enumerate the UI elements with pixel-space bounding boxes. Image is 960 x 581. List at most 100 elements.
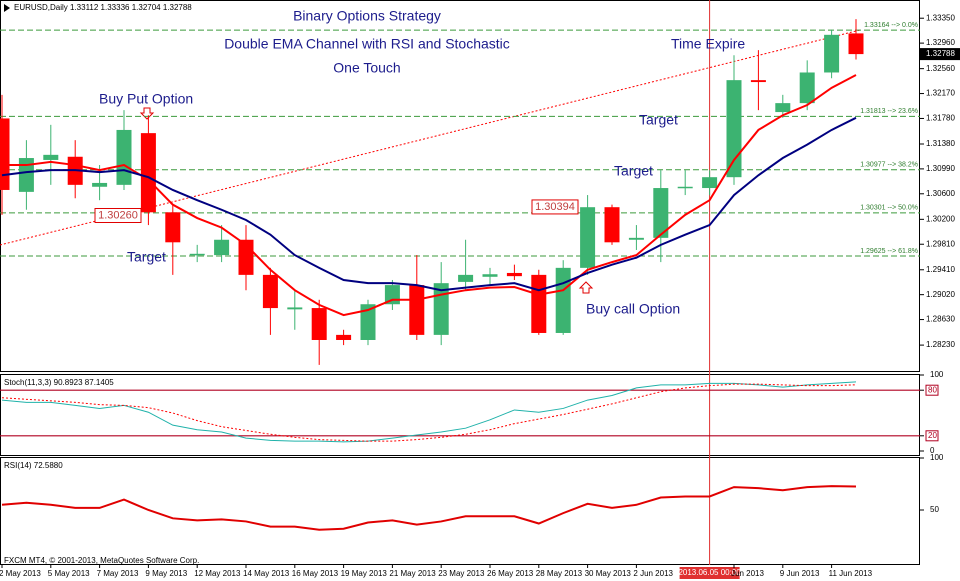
last-price-label: 1.32788 [926,49,955,58]
annotation: Buy call Option [586,301,680,317]
y-tick-label: 0 [930,446,935,455]
candle-body [824,34,840,73]
candle-body [287,307,303,310]
candle-body [750,80,766,83]
candle-body [409,285,425,335]
footer: FXCM MT4, © 2001-2013, MetaQuotes Softwa… [4,556,199,565]
x-tick-label: Jun 2013 [731,569,764,578]
candle-body [311,308,327,340]
x-tick-label: 16 May 2013 [292,569,339,578]
x-tick-label: 2 Jun 2013 [633,569,673,578]
candle-body [604,207,620,243]
y-tick-label: 20 [928,431,937,440]
y-tick-label: 1.33350 [926,13,955,22]
candle-body [580,207,596,268]
candle-body [482,274,498,277]
level-label-box [925,384,939,396]
candle-body [116,129,132,185]
stoch-panel [0,374,920,456]
price-label-box [94,207,142,223]
x-tick-label: 5 May 2013 [48,569,90,578]
candle-body [140,133,156,213]
x-tick-label: 12 May 2013 [194,569,241,578]
indicator-line [1,381,857,443]
annotation: Target [127,249,166,265]
price-label-box [531,199,579,215]
x-tick-label: 21 May 2013 [389,569,436,578]
chart-title: Binary Options Strategy [293,8,441,24]
y-tick-label: 50 [930,505,939,514]
candle-body [799,72,815,104]
y-tick-label: 1.28230 [926,340,955,349]
candle-body [531,274,547,333]
candle-body [336,334,352,340]
ema-line [1,116,857,292]
x-tick-label: 9 May 2013 [145,569,187,578]
candle-body [628,237,644,240]
y-tick-label: 1.29020 [926,290,955,299]
annotation: Target [614,163,653,179]
annotation: Time Expire [671,36,745,52]
price-label: 1.30394 [535,201,575,213]
y-tick-label: 1.32170 [926,89,955,98]
x-tick-label: 11 Jun 2013 [829,569,873,578]
y-tick-label: 1.30200 [926,214,955,223]
candle-body [262,274,278,309]
y-tick-label: 1.30990 [926,164,955,173]
chart-title: One Touch [333,60,400,76]
fib-label: 1.30301 --> 50.0% [860,205,918,212]
y-tick-label: 1.30600 [926,189,955,198]
y-tick-label: 80 [928,385,937,394]
level-label-box [925,430,939,442]
put-arrow [139,107,155,120]
y-tick-label: 1.32560 [926,64,955,73]
candle-body [677,186,693,189]
crosshair-label: 2013.06.05 00:00 [678,568,741,577]
x-tick-label: 28 May 2013 [536,569,583,578]
x-tick-label: 7 May 2013 [97,569,139,578]
price-label: 1.30260 [98,209,138,221]
candle-body [775,103,791,113]
ema-line [2,74,857,317]
candle-body [848,33,864,55]
candle-body [702,177,718,189]
candle-body [653,188,669,238]
fib-label: 1.33164 --> 0.0% [864,22,918,29]
call-arrow [578,281,594,294]
candle-body [189,253,205,256]
y-tick-label: 1.29410 [926,265,955,274]
candle-body [555,267,571,333]
y-tick-label: 1.29810 [926,239,955,248]
candle-body [726,80,742,178]
y-tick-label: 100 [930,370,944,379]
crosshair-box [679,567,740,579]
x-tick-label: 26 May 2013 [487,569,534,578]
y-tick-label: 1.32960 [926,38,955,47]
fib-label: 1.31813 --> 23.6% [860,108,918,115]
x-tick-label: 9 Jun 2013 [780,569,820,578]
y-tick-label: 1.31380 [926,139,955,148]
rsi-panel [0,457,920,565]
rsi-title: RSI(14) 72.5880 [4,461,63,470]
stoch-title: Stoch(11,3,3) 90.8923 87.1405 [4,378,114,387]
fib-label: 1.30977 --> 38.2% [860,162,918,169]
chart-title: Double EMA Channel with RSI and Stochast… [224,36,510,52]
candle-body [18,158,34,192]
candle-body [360,304,376,340]
candle-body [165,212,181,243]
x-tick-label: 14 May 2013 [243,569,290,578]
last-price-box [920,48,960,61]
x-tick-label: 2 May 2013 [0,569,41,578]
symbol-icon [4,4,10,12]
candle-body [214,239,230,256]
candle-body [506,272,522,277]
y-tick-label: 1.31780 [926,114,955,123]
indicator-line [1,383,857,442]
annotation: Target [639,112,678,128]
y-tick-label: 100 [930,453,944,462]
x-tick-label: 23 May 2013 [438,569,485,578]
candle-body [0,118,10,190]
